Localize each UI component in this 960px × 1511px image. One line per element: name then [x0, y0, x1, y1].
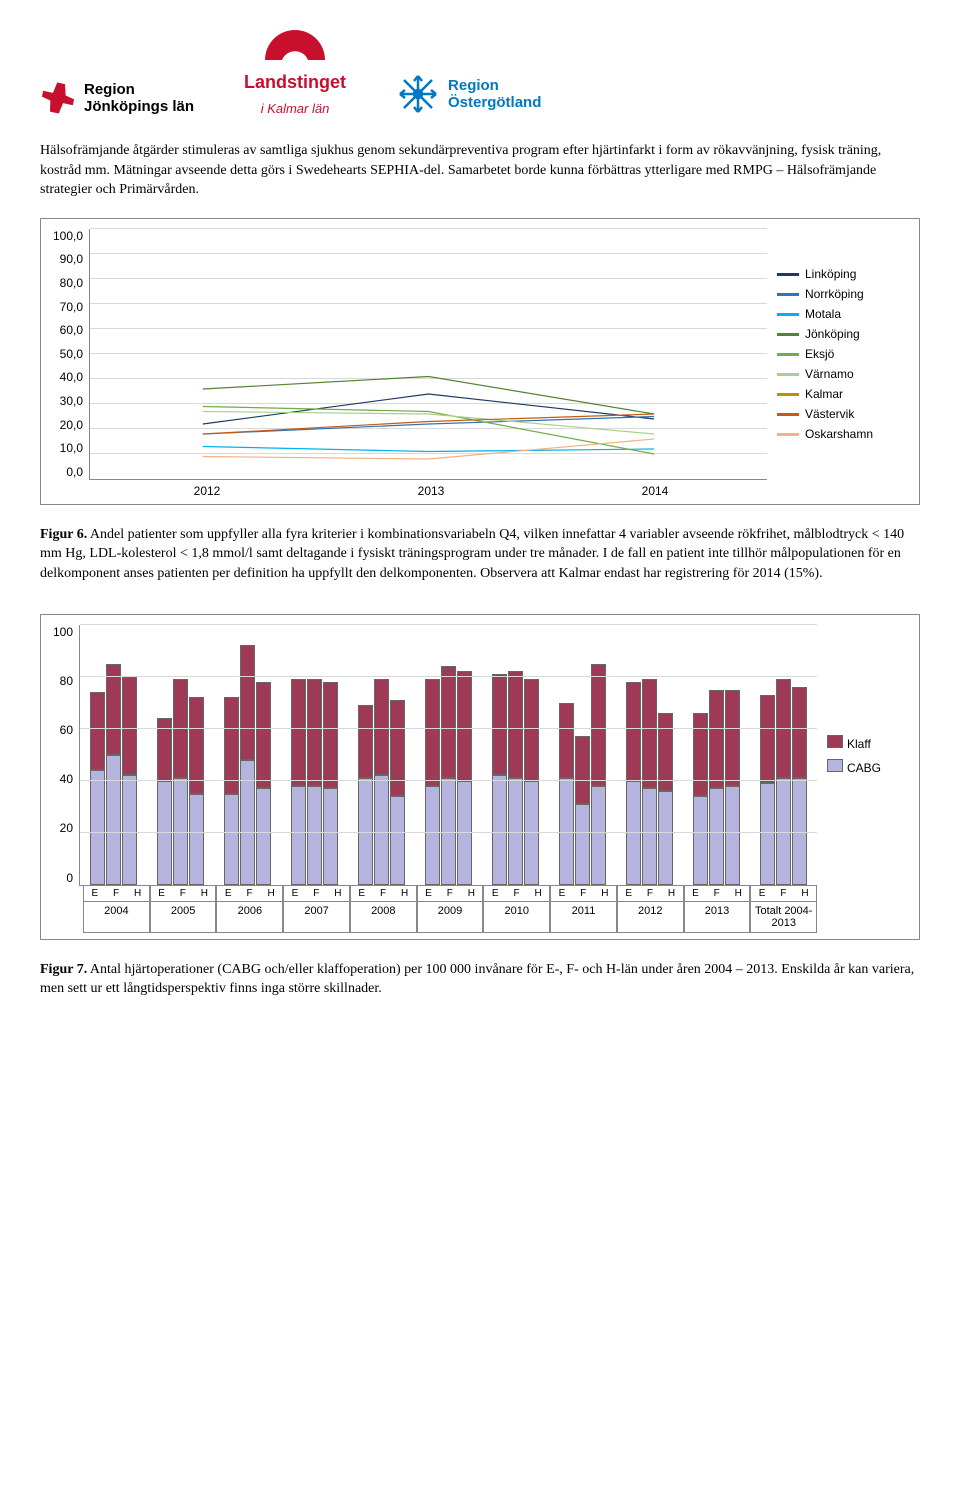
- bar-group: [80, 664, 147, 885]
- legend-item: Linköping: [777, 267, 907, 281]
- bar: [709, 690, 724, 885]
- bar: [508, 671, 523, 884]
- figure7-text: Antal hjärtoperationer (CABG och/eller k…: [40, 962, 914, 997]
- legend-item: Klaff: [827, 735, 907, 751]
- figure7-caption: Figur 7. Antal hjärtoperationer (CABG oc…: [40, 960, 920, 999]
- bar: [524, 679, 539, 884]
- line-chart-plot: [89, 229, 767, 480]
- bar-group: [549, 664, 616, 885]
- bar: [307, 679, 322, 884]
- bar: [457, 671, 472, 884]
- bar: [189, 697, 204, 884]
- arc-icon: [260, 30, 330, 64]
- bar: [106, 664, 121, 885]
- bar-group: [214, 645, 281, 884]
- figure7-label: Figur 7.: [40, 962, 87, 977]
- bar: [441, 666, 456, 884]
- bar: [240, 645, 255, 884]
- logo-ostergotland-text: RegionÖstergötland: [448, 77, 541, 112]
- legend-item: Motala: [777, 307, 907, 321]
- bar: [291, 679, 306, 884]
- snowflake-icon: [396, 72, 440, 116]
- bar: [642, 679, 657, 884]
- bar: [90, 692, 105, 884]
- bar: [122, 677, 137, 885]
- bar: [591, 664, 606, 885]
- bar: [374, 679, 389, 884]
- legend-item: Oskarshamn: [777, 427, 907, 441]
- logo-landstinget: Landstinget i Kalmar län: [244, 30, 346, 116]
- figure6-label: Figur 6.: [40, 527, 87, 542]
- bar-group: [415, 666, 482, 884]
- bar-chart: 100806040200 Klaff CABG EFHEFHEFHEFHEFHEF…: [40, 614, 920, 940]
- bar-chart-plot: [79, 625, 817, 886]
- logos-row: RegionJönköpings län Landstinget i Kalma…: [40, 30, 920, 116]
- bar: [224, 697, 239, 884]
- plus-icon: [40, 80, 76, 116]
- figure6-caption: Figur 6. Andel patienter som uppfyller a…: [40, 525, 920, 584]
- bar: [792, 687, 807, 885]
- bar-group: [147, 679, 214, 884]
- legend-item: Norrköping: [777, 287, 907, 301]
- legend-item: CABG: [827, 759, 907, 775]
- bar: [425, 679, 440, 884]
- bar: [760, 695, 775, 885]
- bar: [725, 690, 740, 885]
- bar-chart-yaxis: 100806040200: [53, 625, 79, 885]
- bar-group: [683, 690, 750, 885]
- line-chart-xaxis: 201220132014: [95, 484, 767, 498]
- bar: [658, 713, 673, 885]
- line-chart-yaxis: 100,090,080,070,060,050,040,030,020,010,…: [53, 229, 89, 479]
- bar-chart-xaxis: EFHEFHEFHEFHEFHEFHEFHEFHEFHEFHEFH 200420…: [83, 886, 817, 933]
- bar-group: [616, 679, 683, 884]
- bar-group: [750, 679, 817, 884]
- legend-item: Västervik: [777, 407, 907, 421]
- logo-ostergotland: RegionÖstergötland: [396, 72, 541, 116]
- legend-item: Kalmar: [777, 387, 907, 401]
- bar: [575, 736, 590, 884]
- logo-landstinget-sub: i Kalmar län: [261, 101, 330, 116]
- bar-group: [281, 679, 348, 884]
- bar: [693, 713, 708, 885]
- line-chart-legend: Linköping Norrköping Motala Jönköping Eksjö V…: [767, 229, 907, 480]
- bar: [323, 682, 338, 885]
- logo-landstinget-text: Landstinget: [244, 72, 346, 93]
- bar: [358, 705, 373, 884]
- bar: [256, 682, 271, 885]
- bar: [157, 718, 172, 884]
- intro-paragraph: Hälsofrämjande åtgärder stimuleras av sa…: [40, 141, 920, 200]
- bar: [173, 679, 188, 884]
- bar-chart-legend: Klaff CABG: [817, 625, 907, 886]
- legend-item: Eksjö: [777, 347, 907, 361]
- bar: [776, 679, 791, 884]
- line-chart: 100,090,080,070,060,050,040,030,020,010,…: [40, 218, 920, 505]
- bar: [559, 703, 574, 885]
- bar: [626, 682, 641, 885]
- logo-jonkoping-text: RegionJönköpings län: [84, 81, 194, 116]
- legend-item: Jönköping: [777, 327, 907, 341]
- figure6-text: Andel patienter som uppfyller alla fyra …: [40, 527, 904, 581]
- bar-group: [482, 671, 549, 884]
- legend-item: Värnamo: [777, 367, 907, 381]
- bar-group: [348, 679, 415, 884]
- logo-jonkoping: RegionJönköpings län: [40, 80, 194, 116]
